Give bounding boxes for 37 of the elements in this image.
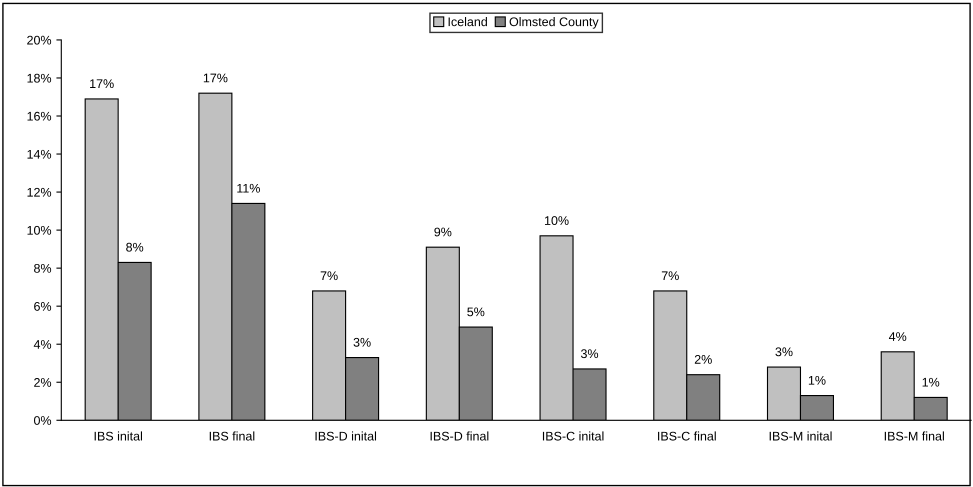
- data-label: 1%: [922, 378, 940, 387]
- y-tick-label: 0%: [34, 416, 52, 425]
- y-tick-label: 8%: [34, 264, 52, 273]
- y-tick-label: 4%: [34, 340, 52, 349]
- data-label: 2%: [694, 354, 712, 364]
- data-label: 8%: [126, 242, 144, 252]
- data-label: 4%: [888, 332, 906, 341]
- y-tick-label: 12%: [28, 188, 52, 197]
- data-label: 9%: [434, 228, 452, 236]
- data-label: 17%: [204, 74, 228, 82]
- x-tick-label: IBS inital: [94, 431, 142, 441]
- x-tick-label: IBS-M final: [884, 431, 944, 441]
- x-tick-label: IBS final: [210, 431, 254, 441]
- x-tick-label: IBS-M inital: [770, 431, 832, 441]
- y-tick-label: 10%: [28, 226, 52, 235]
- x-tick-label: IBS-C final: [658, 431, 716, 441]
- data-label: 17%: [90, 79, 114, 88]
- legend-label: Iceland: [448, 17, 487, 26]
- y-tick-label: 6%: [34, 302, 52, 311]
- legend-label: Olmsted County: [510, 17, 599, 29]
- x-tick-label: IBS-D inital: [315, 431, 376, 441]
- data-label: 3%: [775, 347, 793, 356]
- y-tick-label: 18%: [28, 74, 52, 83]
- data-label: 10%: [544, 216, 569, 226]
- data-label: 7%: [320, 271, 338, 280]
- data-label: 7%: [662, 271, 679, 280]
- x-tick-label: IBS-C inital: [542, 431, 604, 441]
- data-label: 1%: [808, 376, 826, 385]
- data-label: 3%: [580, 349, 598, 358]
- y-tick-label: 14%: [28, 150, 52, 159]
- data-label: 11%: [237, 184, 260, 193]
- data-label: 3%: [354, 338, 371, 347]
- x-tick-label: IBS-D final: [430, 431, 488, 441]
- data-label: 5%: [467, 307, 484, 316]
- y-tick-label: 16%: [28, 112, 52, 121]
- y-tick-label: 2%: [34, 378, 52, 387]
- y-tick-label: 20%: [27, 36, 52, 45]
